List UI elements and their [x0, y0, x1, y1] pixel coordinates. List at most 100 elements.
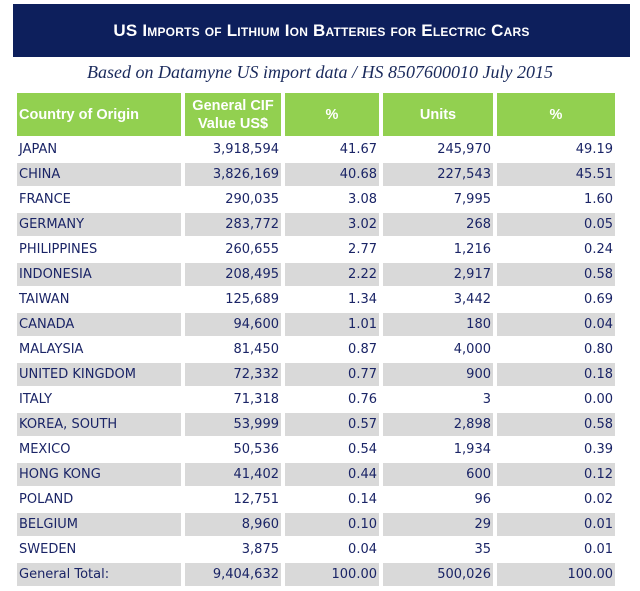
cell-units-pct: 0.39 — [584, 442, 613, 457]
cell-country: HONG KONG — [17, 463, 181, 486]
cell-units: 1,216 — [453, 242, 491, 257]
cell-value-pct: 3.02 — [285, 213, 379, 236]
imports-table: Country of Origin General CIF Value US$ %… — [13, 91, 619, 588]
cell-country: UNITED KINGDOM — [17, 363, 181, 386]
cell-value-pct: 0.76 — [348, 392, 377, 407]
cell-country: PHILIPPINES — [19, 242, 98, 257]
cell-value: 3,826,169 — [185, 163, 281, 186]
cell-units-pct: 0.58 — [497, 263, 615, 286]
cell-units-pct: 49.19 — [575, 142, 613, 157]
cell-country: JAPAN — [19, 142, 58, 157]
cell-country: ITALY — [19, 392, 53, 407]
cell-value: 3,918,594 — [212, 142, 279, 157]
cell-value: 81,450 — [233, 342, 280, 357]
cell-value-pct: 0.87 — [348, 342, 377, 357]
cell-units-pct: 0.01 — [584, 542, 613, 557]
table-row: UNITED KINGDOM 72,332 0.77 900 0.18 — [17, 363, 615, 386]
cell-units: 500,026 — [383, 563, 493, 586]
cell-units: 4,000 — [453, 342, 491, 357]
cell-units-pct: 45.51 — [497, 163, 615, 186]
cell-country: MALAYSIA — [19, 342, 84, 357]
cell-units: 1,934 — [453, 442, 491, 457]
cell-value: 283,772 — [185, 213, 281, 236]
table-title: US Imports of Lithium Ion Batteries for … — [13, 4, 630, 57]
header-units: Units — [383, 93, 493, 136]
cell-value-pct: 0.10 — [285, 513, 379, 536]
cell-value: 208,495 — [185, 263, 281, 286]
header-units-pct: % — [497, 93, 615, 136]
cell-country: TAIWAN — [19, 292, 70, 307]
table-row: FRANCE 290,035 3.08 7,995 1.60 — [17, 188, 615, 211]
table-row: CANADA 94,600 1.01 180 0.04 — [17, 313, 615, 336]
cell-value-pct: 0.77 — [285, 363, 379, 386]
cell-value: 53,999 — [185, 413, 281, 436]
table-row: KOREA, SOUTH 53,999 0.57 2,898 0.58 — [17, 413, 615, 436]
cell-units: 227,543 — [383, 163, 493, 186]
cell-country: POLAND — [19, 492, 74, 507]
cell-value-pct: 100.00 — [285, 563, 379, 586]
cell-value-pct: 1.01 — [285, 313, 379, 336]
cell-units-pct: 0.05 — [497, 213, 615, 236]
cell-value-pct: 0.54 — [348, 442, 377, 457]
table-row: POLAND 12,751 0.14 96 0.02 — [17, 488, 615, 511]
cell-units: 3 — [482, 392, 491, 407]
table-row: JAPAN 3,918,594 41.67 245,970 49.19 — [17, 138, 615, 161]
table-row: INDONESIA 208,495 2.22 2,917 0.58 — [17, 263, 615, 286]
header-cif-value: General CIF Value US$ — [185, 93, 281, 136]
cell-value-pct: 40.68 — [285, 163, 379, 186]
table-row: HONG KONG 41,402 0.44 600 0.12 — [17, 463, 615, 486]
table-subtitle: Based on Datamyne US import data / HS 85… — [87, 62, 553, 82]
cell-value: 41,402 — [185, 463, 281, 486]
table-row: GERMANY 283,772 3.02 268 0.05 — [17, 213, 615, 236]
cell-units-pct: 1.60 — [584, 192, 613, 207]
cell-units: 245,970 — [437, 142, 491, 157]
cell-country: CANADA — [17, 313, 181, 336]
cell-country: FRANCE — [19, 192, 71, 207]
table-row: CHINA 3,826,169 40.68 227,543 45.51 — [17, 163, 615, 186]
header-cif-line2: Value US$ — [197, 115, 269, 132]
cell-country: CHINA — [17, 163, 181, 186]
cell-units-pct: 0.18 — [497, 363, 615, 386]
cell-value: 94,600 — [185, 313, 281, 336]
cell-value: 9,404,632 — [185, 563, 281, 586]
cell-value-pct: 2.77 — [348, 242, 377, 257]
cell-value-pct: 1.34 — [348, 292, 377, 307]
cell-value: 8,960 — [185, 513, 281, 536]
table-row: SWEDEN 3,875 0.04 35 0.01 — [17, 538, 615, 561]
cell-units: 268 — [383, 213, 493, 236]
cell-units-pct: 100.00 — [497, 563, 615, 586]
cell-value-pct: 3.08 — [348, 192, 377, 207]
cell-units-pct: 0.69 — [584, 292, 613, 307]
cell-country: SWEDEN — [19, 542, 77, 557]
cell-units: 3,442 — [453, 292, 491, 307]
cell-country: BELGIUM — [17, 513, 181, 536]
cell-value-pct: 0.44 — [285, 463, 379, 486]
cell-value: 72,332 — [185, 363, 281, 386]
table-row: PHILIPPINES 260,655 2.77 1,216 0.24 — [17, 238, 615, 261]
cell-country: GERMANY — [17, 213, 181, 236]
cell-units-pct: 0.80 — [584, 342, 613, 357]
cell-units: 180 — [383, 313, 493, 336]
header-country: Country of Origin — [17, 93, 181, 136]
cell-value: 125,689 — [225, 292, 279, 307]
cell-value-pct: 0.04 — [348, 542, 377, 557]
cell-value-pct: 2.22 — [285, 263, 379, 286]
cell-value-pct: 0.57 — [285, 413, 379, 436]
cell-units: 2,917 — [383, 263, 493, 286]
cell-country: INDONESIA — [17, 263, 181, 286]
cell-units: 2,898 — [383, 413, 493, 436]
cell-value: 260,655 — [225, 242, 279, 257]
cell-units-pct: 0.00 — [584, 392, 613, 407]
cell-value: 50,536 — [233, 442, 280, 457]
cell-country: General Total: — [17, 563, 181, 586]
cell-units: 600 — [383, 463, 493, 486]
table-row: TAIWAN 125,689 1.34 3,442 0.69 — [17, 288, 615, 311]
header-cif-line1: General CIF — [192, 97, 274, 114]
cell-country: KOREA, SOUTH — [17, 413, 181, 436]
cell-units-pct: 0.24 — [584, 242, 613, 257]
header-row: Country of Origin General CIF Value US$ %… — [17, 93, 615, 136]
cell-units-pct: 0.02 — [584, 492, 613, 507]
cell-units: 96 — [474, 492, 491, 507]
cell-country: MEXICO — [19, 442, 71, 457]
table-row: BELGIUM 8,960 0.10 29 0.01 — [17, 513, 615, 536]
